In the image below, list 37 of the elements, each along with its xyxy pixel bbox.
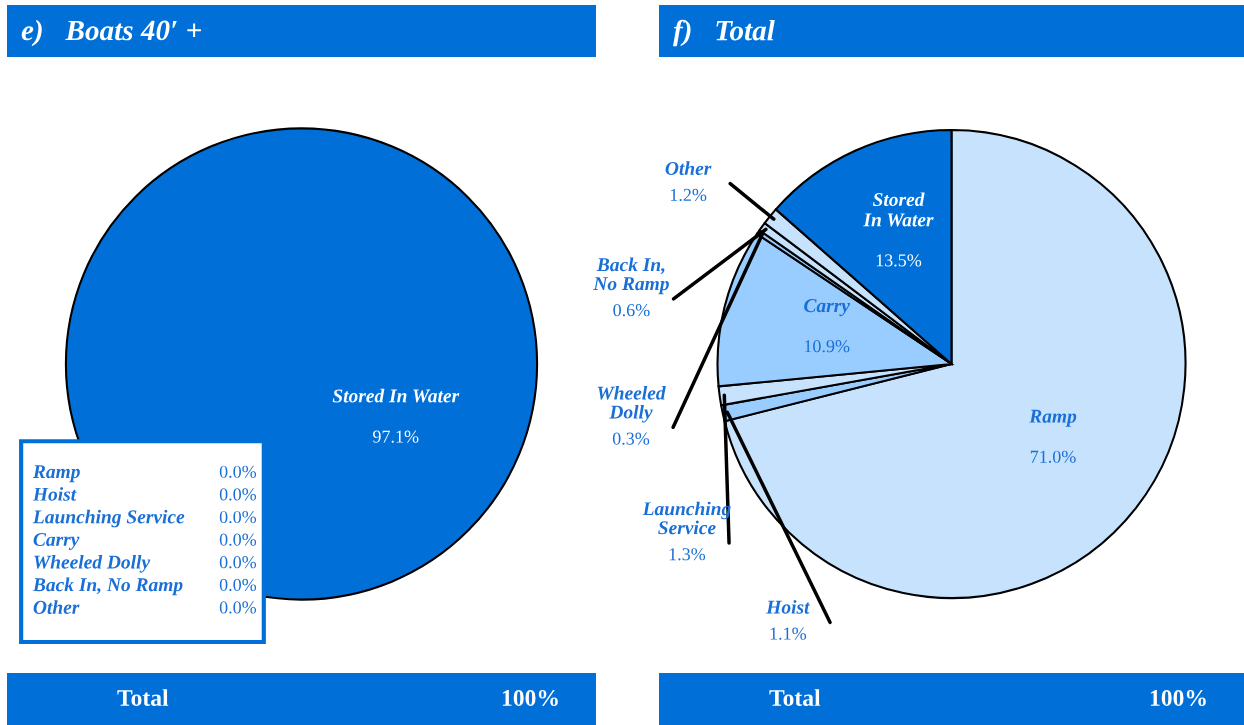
data-label: 1.2% xyxy=(670,188,707,202)
text: 0.0% xyxy=(219,510,257,524)
category-label: Ramp xyxy=(32,465,80,483)
slice-label: Hoist xyxy=(766,600,810,614)
slice-label: Carry xyxy=(804,299,850,317)
text: 0.0% xyxy=(219,556,257,569)
data-label: 0.6% xyxy=(613,304,650,317)
data-label: 13.5% xyxy=(876,254,922,267)
chart-title: f) Total xyxy=(673,19,775,47)
slice-label: Back In, No Ramp xyxy=(593,257,669,295)
text: 0.0% xyxy=(219,465,257,478)
data-label: 71.0% xyxy=(1030,450,1076,463)
text: 0.0% xyxy=(219,601,257,614)
text: 100% xyxy=(1150,689,1206,706)
text: 0.0% xyxy=(219,578,257,591)
category-label: Wheeled Dolly xyxy=(34,554,151,573)
data-label: 1.3% xyxy=(669,548,706,561)
slice-label: Ramp xyxy=(1029,409,1077,427)
text: Total xyxy=(117,689,169,706)
category-label: Hoist xyxy=(32,487,77,501)
category-label: Carry xyxy=(33,532,80,550)
chart-title: e) Boats 40′ + xyxy=(21,19,201,47)
slice-label: Other xyxy=(665,161,712,175)
slice-label: Stored In Water xyxy=(332,388,460,403)
text: 0.0% xyxy=(219,488,257,501)
text: 0.0% xyxy=(219,533,257,546)
category-label: Launching Service xyxy=(32,509,185,528)
category-label: Other xyxy=(33,600,80,614)
data-label: 10.9% xyxy=(804,340,850,353)
slice-label: Stored In Water xyxy=(863,192,934,227)
data-label: 97.1% xyxy=(373,430,419,443)
data-label: 0.3% xyxy=(612,432,650,445)
category-label: Back In, No Ramp xyxy=(32,577,183,596)
text: 100% xyxy=(502,689,558,706)
text: Total xyxy=(769,689,821,706)
data-label: 1.1% xyxy=(770,627,807,640)
slice-label: Wheeled Dolly xyxy=(597,385,666,423)
